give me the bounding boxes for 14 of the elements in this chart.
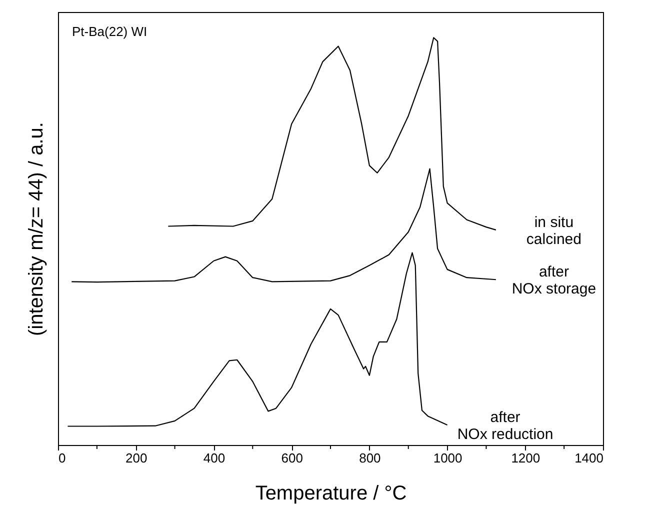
series-label: after NOx storage [512, 264, 596, 298]
y-axis-title: (intensity m/z= 44) / a.u. [26, 122, 48, 336]
x-tick-label: 1400 [574, 450, 604, 466]
series-label: after NOx reduction [457, 409, 554, 444]
x-tick-label: 1000 [433, 450, 462, 466]
x-tick-label: 200 [126, 450, 148, 466]
x-tick-label: 800 [359, 450, 381, 466]
x-tick-label: 1200 [511, 450, 540, 466]
x-tick-label: 400 [203, 450, 226, 466]
text: in situ calcined [526, 214, 582, 248]
x-axis-title: Temperature / °C [255, 482, 407, 504]
x-tick-label: 600 [281, 450, 303, 466]
x-tick-label: 0 [58, 450, 66, 466]
annotation: Pt-Ba(22) WI [72, 24, 148, 39]
